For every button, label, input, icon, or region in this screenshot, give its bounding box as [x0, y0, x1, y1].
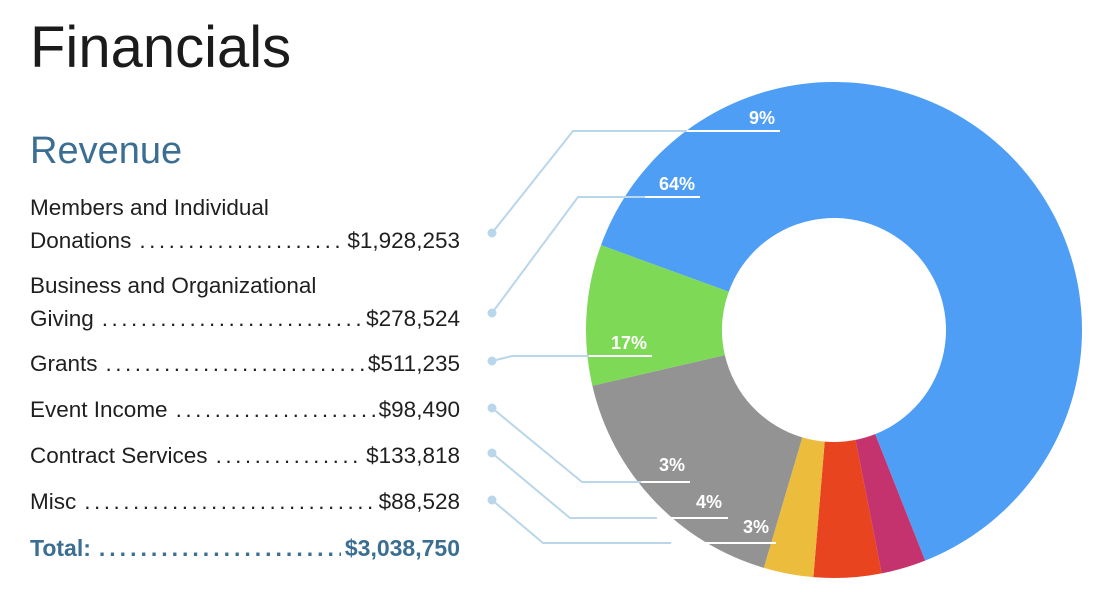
- revenue-item-label: Giving: [30, 306, 94, 331]
- leader-dots: ........................................…: [98, 535, 341, 561]
- slice-label: 9%: [749, 108, 775, 128]
- leader-lines: [487, 130, 780, 544]
- revenue-item-event-income: Event Income ...........................…: [30, 393, 460, 427]
- slice-grants: [592, 355, 803, 568]
- leader-dot: [487, 356, 497, 366]
- revenue-item-label: Misc: [30, 489, 77, 514]
- total-label: Total:: [30, 535, 91, 561]
- leader-dots: ........................................…: [101, 306, 363, 331]
- page-title: Financials: [30, 15, 292, 80]
- leader-dot: [487, 495, 497, 505]
- leader-dots: ........................................…: [215, 443, 363, 468]
- revenue-item-label: Grants: [30, 351, 98, 376]
- revenue-item-amount: $88,528: [378, 489, 460, 514]
- revenue-item-amount: $98,490: [378, 397, 460, 422]
- revenue-item-grants: Grants .................................…: [30, 347, 460, 381]
- revenue-item-amount: $133,818: [366, 443, 460, 468]
- total-amount: $3,038,750: [344, 535, 460, 561]
- slice-label: 3%: [659, 455, 685, 475]
- revenue-item-label: Event Income: [30, 397, 168, 422]
- revenue-item-amount: $511,235: [367, 351, 460, 376]
- revenue-item-business: Business and Organizational Giving .....…: [30, 269, 460, 335]
- revenue-total: Total: .................................…: [30, 531, 460, 565]
- revenue-item-contract-services: Contract Services ......................…: [30, 439, 460, 473]
- leader-dots: ........................................…: [84, 489, 374, 514]
- slice-event-income: [763, 437, 825, 578]
- revenue-heading: Revenue: [30, 130, 183, 172]
- slice-label: 17%: [611, 333, 647, 353]
- slice-labels: 9% 64% 17% 3% 4% 3%: [611, 108, 775, 537]
- leader-dot: [487, 448, 497, 458]
- leader-dot: [487, 228, 497, 238]
- slice-contract-services: [813, 439, 882, 579]
- leader-dots: ........................................…: [175, 397, 375, 422]
- revenue-item-amount: $1,928,253: [347, 228, 460, 253]
- leader-dot: [487, 403, 497, 413]
- leader-dots: ........................................…: [139, 228, 344, 253]
- revenue-item-label: Business and Organizational: [30, 273, 317, 298]
- revenue-item-label: Members and Individual: [30, 195, 269, 220]
- donut-slices: [585, 82, 1082, 579]
- slice-label: 64%: [659, 174, 695, 194]
- leader-dots: ........................................…: [105, 351, 364, 376]
- slice-business-giving: [585, 245, 729, 386]
- leader-dot: [487, 308, 497, 318]
- revenue-item-misc: Misc ...................................…: [30, 485, 460, 519]
- revenue-item-members: Members and Individual Donations .......…: [30, 191, 460, 257]
- revenue-item-amount: $278,524: [366, 306, 460, 331]
- slice-members-donations: [600, 82, 1082, 561]
- revenue-item-label: Contract Services: [30, 443, 208, 468]
- slice-misc: [855, 434, 926, 574]
- revenue-list: Members and Individual Donations .......…: [30, 191, 460, 577]
- slice-label: 4%: [696, 492, 722, 512]
- revenue-item-label: Donations: [30, 228, 132, 253]
- slice-label: 3%: [743, 517, 769, 537]
